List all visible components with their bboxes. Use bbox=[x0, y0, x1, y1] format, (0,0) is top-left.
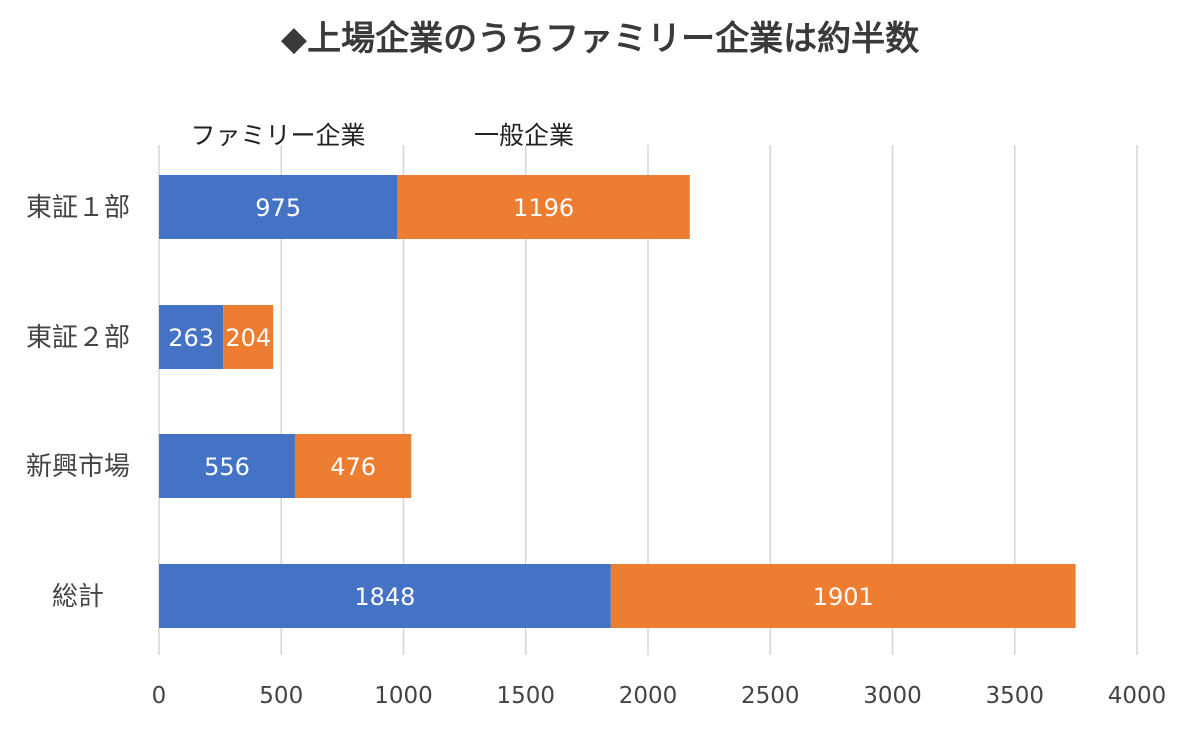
bar-value-label: 263 bbox=[168, 324, 214, 352]
category-label: 新興市場 bbox=[26, 452, 130, 482]
bar-value-label: 556 bbox=[204, 453, 250, 481]
chart-title: ◆上場企業のうちファミリー企業は約半数 bbox=[281, 19, 919, 59]
x-tick-label: 4000 bbox=[1108, 683, 1167, 709]
bar-value-label: 975 bbox=[255, 194, 301, 222]
category-label: 東証２部 bbox=[26, 323, 130, 353]
bars bbox=[159, 175, 1076, 628]
x-tick-label: 2500 bbox=[741, 683, 800, 709]
x-tick-label: 3500 bbox=[985, 683, 1044, 709]
bar-value-label: 476 bbox=[330, 453, 376, 481]
bar-segment-general bbox=[294, 434, 412, 498]
x-tick-label: 0 bbox=[152, 683, 167, 709]
bar-value-label: 1901 bbox=[813, 583, 874, 611]
bar-segment-general bbox=[397, 175, 690, 239]
bar-value-label: 1848 bbox=[354, 583, 415, 611]
x-tick-label: 1500 bbox=[496, 683, 555, 709]
x-tick-label: 1000 bbox=[374, 683, 433, 709]
category-label: 総計 bbox=[52, 582, 104, 612]
bar-value-label: 204 bbox=[225, 324, 271, 352]
x-axis-tick-labels: 0 500 1000 1500 2000 2500 3000 3500 4000 bbox=[152, 683, 1167, 709]
bar-labels: 975 1196 263 204 556 476 1848 1901 bbox=[168, 194, 874, 611]
x-tick-label: 3000 bbox=[863, 683, 922, 709]
bar-value-label: 1196 bbox=[513, 194, 574, 222]
category-label: 東証１部 bbox=[26, 193, 130, 223]
legend-label-general: 一般企業 bbox=[474, 121, 574, 150]
x-tick-label: 500 bbox=[259, 683, 303, 709]
bar-segment-general bbox=[610, 564, 1076, 628]
legend: ファミリー企業 一般企業 bbox=[190, 121, 574, 150]
bar-segment-family bbox=[159, 305, 224, 369]
x-tick-label: 2000 bbox=[619, 683, 678, 709]
legend-label-family: ファミリー企業 bbox=[190, 121, 365, 150]
bar-segment-general bbox=[223, 305, 274, 369]
bar-segment-family bbox=[159, 434, 295, 498]
bar-segment-family bbox=[159, 564, 611, 628]
bar-segment-family bbox=[159, 175, 398, 239]
